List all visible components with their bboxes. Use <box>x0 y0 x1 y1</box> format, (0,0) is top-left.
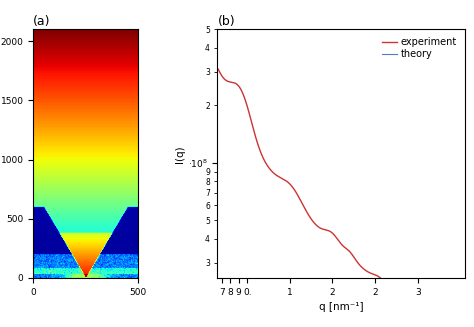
Line: experiment: experiment <box>218 69 465 327</box>
experiment <box>418 304 424 308</box>
experiment <box>310 219 315 223</box>
experiment <box>399 295 405 299</box>
Y-axis label: I(q): I(q) <box>175 145 185 163</box>
Text: (b): (b) <box>218 15 235 28</box>
experiment <box>375 275 381 279</box>
theory <box>215 305 221 309</box>
experiment <box>215 67 221 71</box>
Text: (a): (a) <box>33 15 51 28</box>
Legend: experiment, theory: experiment, theory <box>379 34 460 62</box>
experiment <box>363 269 369 273</box>
X-axis label: q [nm⁻¹]: q [nm⁻¹] <box>319 302 363 312</box>
Line: theory: theory <box>218 307 465 327</box>
experiment <box>260 156 266 160</box>
